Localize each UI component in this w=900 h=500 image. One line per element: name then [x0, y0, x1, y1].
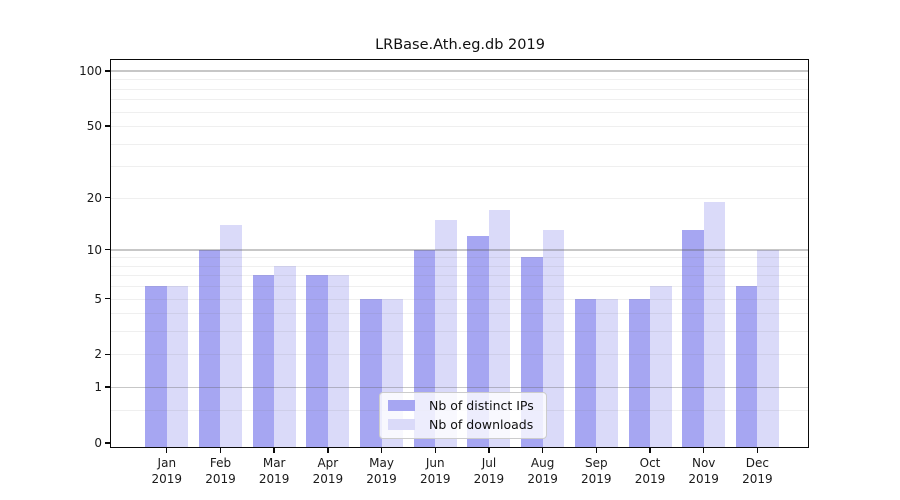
x-tick-label: Jan 2019 — [151, 456, 183, 486]
major-gridline — [111, 70, 809, 72]
x-tick-label: Dec 2019 — [742, 456, 773, 486]
x-tick-mark — [595, 448, 597, 453]
minor-gridline — [111, 143, 809, 145]
bar-mar-downloads — [274, 265, 296, 448]
legend-item-distinct-ips: Nb of distinct IPs — [388, 398, 534, 413]
minor-gridline — [111, 166, 809, 168]
minor-gridline — [111, 197, 809, 199]
x-tick-mark — [166, 448, 168, 453]
bar-aug-downloads — [542, 230, 565, 448]
x-tick-label: Nov 2019 — [688, 456, 719, 486]
y-tick-mark — [104, 249, 111, 251]
minor-gridline — [111, 313, 809, 315]
x-tick-label: Jul 2019 — [473, 456, 505, 486]
bar-sep-distinct-ips — [574, 298, 597, 448]
x-tick-label: Oct 2019 — [634, 456, 666, 486]
legend-swatch-downloads — [388, 419, 415, 430]
y-tick-mark — [104, 353, 111, 356]
x-tick-label: Jun 2019 — [419, 456, 451, 486]
x-tick-label: Aug 2019 — [527, 456, 558, 486]
y-tick-label: 10 — [86, 242, 102, 257]
y-tick-mark — [104, 442, 111, 444]
minor-gridline — [111, 88, 809, 90]
bar-apr-downloads — [327, 275, 350, 448]
minor-gridline — [111, 354, 809, 356]
minor-gridline — [111, 257, 809, 259]
bar-oct-distinct-ips — [628, 298, 650, 448]
bar-apr-distinct-ips — [306, 275, 328, 448]
chart-title: LRBase.Ath.eg.db 2019 — [375, 37, 545, 53]
legend-label-distinct-ips: Nb of distinct IPs — [429, 398, 534, 413]
bar-mar-distinct-ips — [252, 275, 275, 448]
y-tick-mark — [104, 386, 111, 388]
x-tick-mark — [380, 448, 383, 453]
y-tick-mark — [104, 297, 111, 300]
legend-swatch-distinct-ips — [388, 400, 415, 411]
bar-may-distinct-ips — [360, 298, 382, 448]
minor-gridline — [111, 298, 809, 300]
bar-feb-distinct-ips — [198, 249, 221, 448]
x-tick-mark — [649, 448, 651, 453]
minor-gridline — [111, 99, 809, 101]
x-tick-label: Mar 2019 — [258, 456, 290, 486]
x-tick-mark — [703, 448, 705, 453]
y-tick-mark — [104, 125, 111, 127]
y-tick-label: 50 — [86, 119, 102, 134]
x-tick-mark — [273, 448, 275, 453]
x-tick-mark — [756, 448, 759, 453]
y-tick-label: 2 — [94, 347, 102, 362]
y-tick-label: 100 — [79, 63, 102, 78]
y-tick-label: 20 — [86, 190, 102, 205]
bar-dec-downloads — [757, 249, 779, 448]
major-gridline — [111, 249, 809, 251]
minor-gridline — [111, 331, 809, 333]
bar-jul-downloads — [488, 210, 511, 448]
bar-oct-downloads — [650, 286, 672, 448]
y-tick-label: 5 — [94, 291, 102, 306]
x-tick-label: Apr 2019 — [312, 456, 344, 486]
bar-jan-downloads — [166, 286, 189, 448]
x-tick-mark — [327, 448, 329, 453]
bar-feb-downloads — [220, 224, 242, 448]
gridlines-layer — [111, 60, 809, 448]
bar-jan-distinct-ips — [145, 286, 167, 448]
x-tick-mark — [541, 448, 544, 453]
x-tick-label: Sep 2019 — [581, 456, 612, 486]
y-tick-mark — [104, 70, 111, 72]
minor-gridline — [111, 265, 809, 267]
legend-item-downloads: Nb of downloads — [388, 417, 534, 432]
plot-area — [111, 60, 809, 448]
bar-nov-distinct-ips — [682, 230, 704, 448]
x-tick-mark — [488, 448, 490, 453]
y-tick-label: 1 — [94, 380, 102, 395]
legend-label-downloads: Nb of downloads — [429, 417, 534, 432]
y-tick-label: 0 — [94, 436, 102, 450]
x-tick-mark — [434, 448, 436, 453]
minor-gridline — [111, 79, 809, 81]
minor-gridline — [111, 111, 809, 113]
minor-gridline — [111, 286, 809, 288]
major-gridline — [111, 386, 809, 389]
bar-sep-downloads — [596, 298, 618, 448]
legend: Nb of distinct IPs Nb of downloads — [379, 392, 547, 439]
x-tick-label: May 2019 — [366, 456, 397, 486]
minor-gridline — [111, 126, 809, 128]
minor-gridline — [111, 275, 809, 277]
x-tick-mark — [219, 448, 222, 453]
bar-dec-distinct-ips — [735, 286, 758, 448]
bar-jun-downloads — [435, 219, 457, 448]
x-tick-label: Feb 2019 — [205, 456, 236, 486]
bar-nov-downloads — [703, 201, 726, 448]
y-tick-mark — [104, 196, 111, 199]
